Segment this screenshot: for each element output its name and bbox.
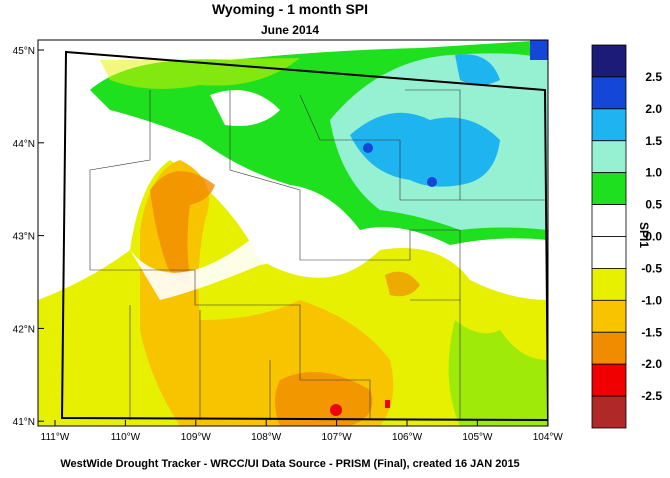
map-frame xyxy=(37,39,549,427)
colorbar-bin xyxy=(591,140,627,174)
colorbar-label: 0.5 xyxy=(645,198,662,212)
colorbar-bin xyxy=(591,363,627,397)
lat-tick-label: 41°N xyxy=(13,417,35,428)
lat-tick-label: 44°N xyxy=(13,139,35,150)
colorbar-bin xyxy=(591,268,627,301)
lon-tick-label: 109°W xyxy=(181,432,212,443)
lat-tick-label: 42°N xyxy=(13,324,35,335)
lon-tick-label: 111°W xyxy=(41,432,70,443)
colorbar-bin xyxy=(591,299,627,333)
colorbar-label: -1.0 xyxy=(641,293,662,307)
lon-tick-label: 110°W xyxy=(111,432,141,443)
colorbar-bin xyxy=(591,395,627,429)
colorbar-label: 2.0 xyxy=(645,102,662,116)
colorbar-label: -2.0 xyxy=(641,357,662,371)
colorbar-title: SPI1 xyxy=(637,222,651,248)
colorbar-label: -1.5 xyxy=(641,325,662,339)
colorbar-bin xyxy=(591,108,627,142)
colorbar-label: 0.0 xyxy=(645,230,662,244)
spi-map xyxy=(38,40,548,426)
footer: WestWide Drought Tracker - WRCC/UI Data … xyxy=(60,458,519,470)
lat-tick-label: 43°N xyxy=(13,232,35,243)
colorbar-label: 1.5 xyxy=(645,134,662,148)
colorbar-label: -0.5 xyxy=(641,261,662,275)
title: Wyoming - 1 month SPI xyxy=(212,1,368,17)
lon-tick-label: 106°W xyxy=(392,432,423,443)
colorbar-bin xyxy=(591,204,627,237)
colorbar-bin xyxy=(591,236,627,269)
subtitle: June 2014 xyxy=(261,23,319,37)
lon-tick-label: 107°W xyxy=(322,432,353,443)
colorbar-bin xyxy=(591,44,627,78)
colorbar-label: 1.0 xyxy=(645,166,662,180)
colorbar-bin xyxy=(591,172,627,205)
colorbar-bin xyxy=(591,331,627,365)
lon-tick-label: 108°W xyxy=(251,432,282,443)
colorbar-label: 2.5 xyxy=(645,70,662,84)
colorbar-label: -2.5 xyxy=(641,389,662,403)
lon-tick-label: 105°W xyxy=(462,432,493,443)
lon-tick-label: 104°W xyxy=(533,432,564,443)
lat-tick-label: 45°N xyxy=(13,46,35,57)
colorbar-bin xyxy=(591,76,627,110)
